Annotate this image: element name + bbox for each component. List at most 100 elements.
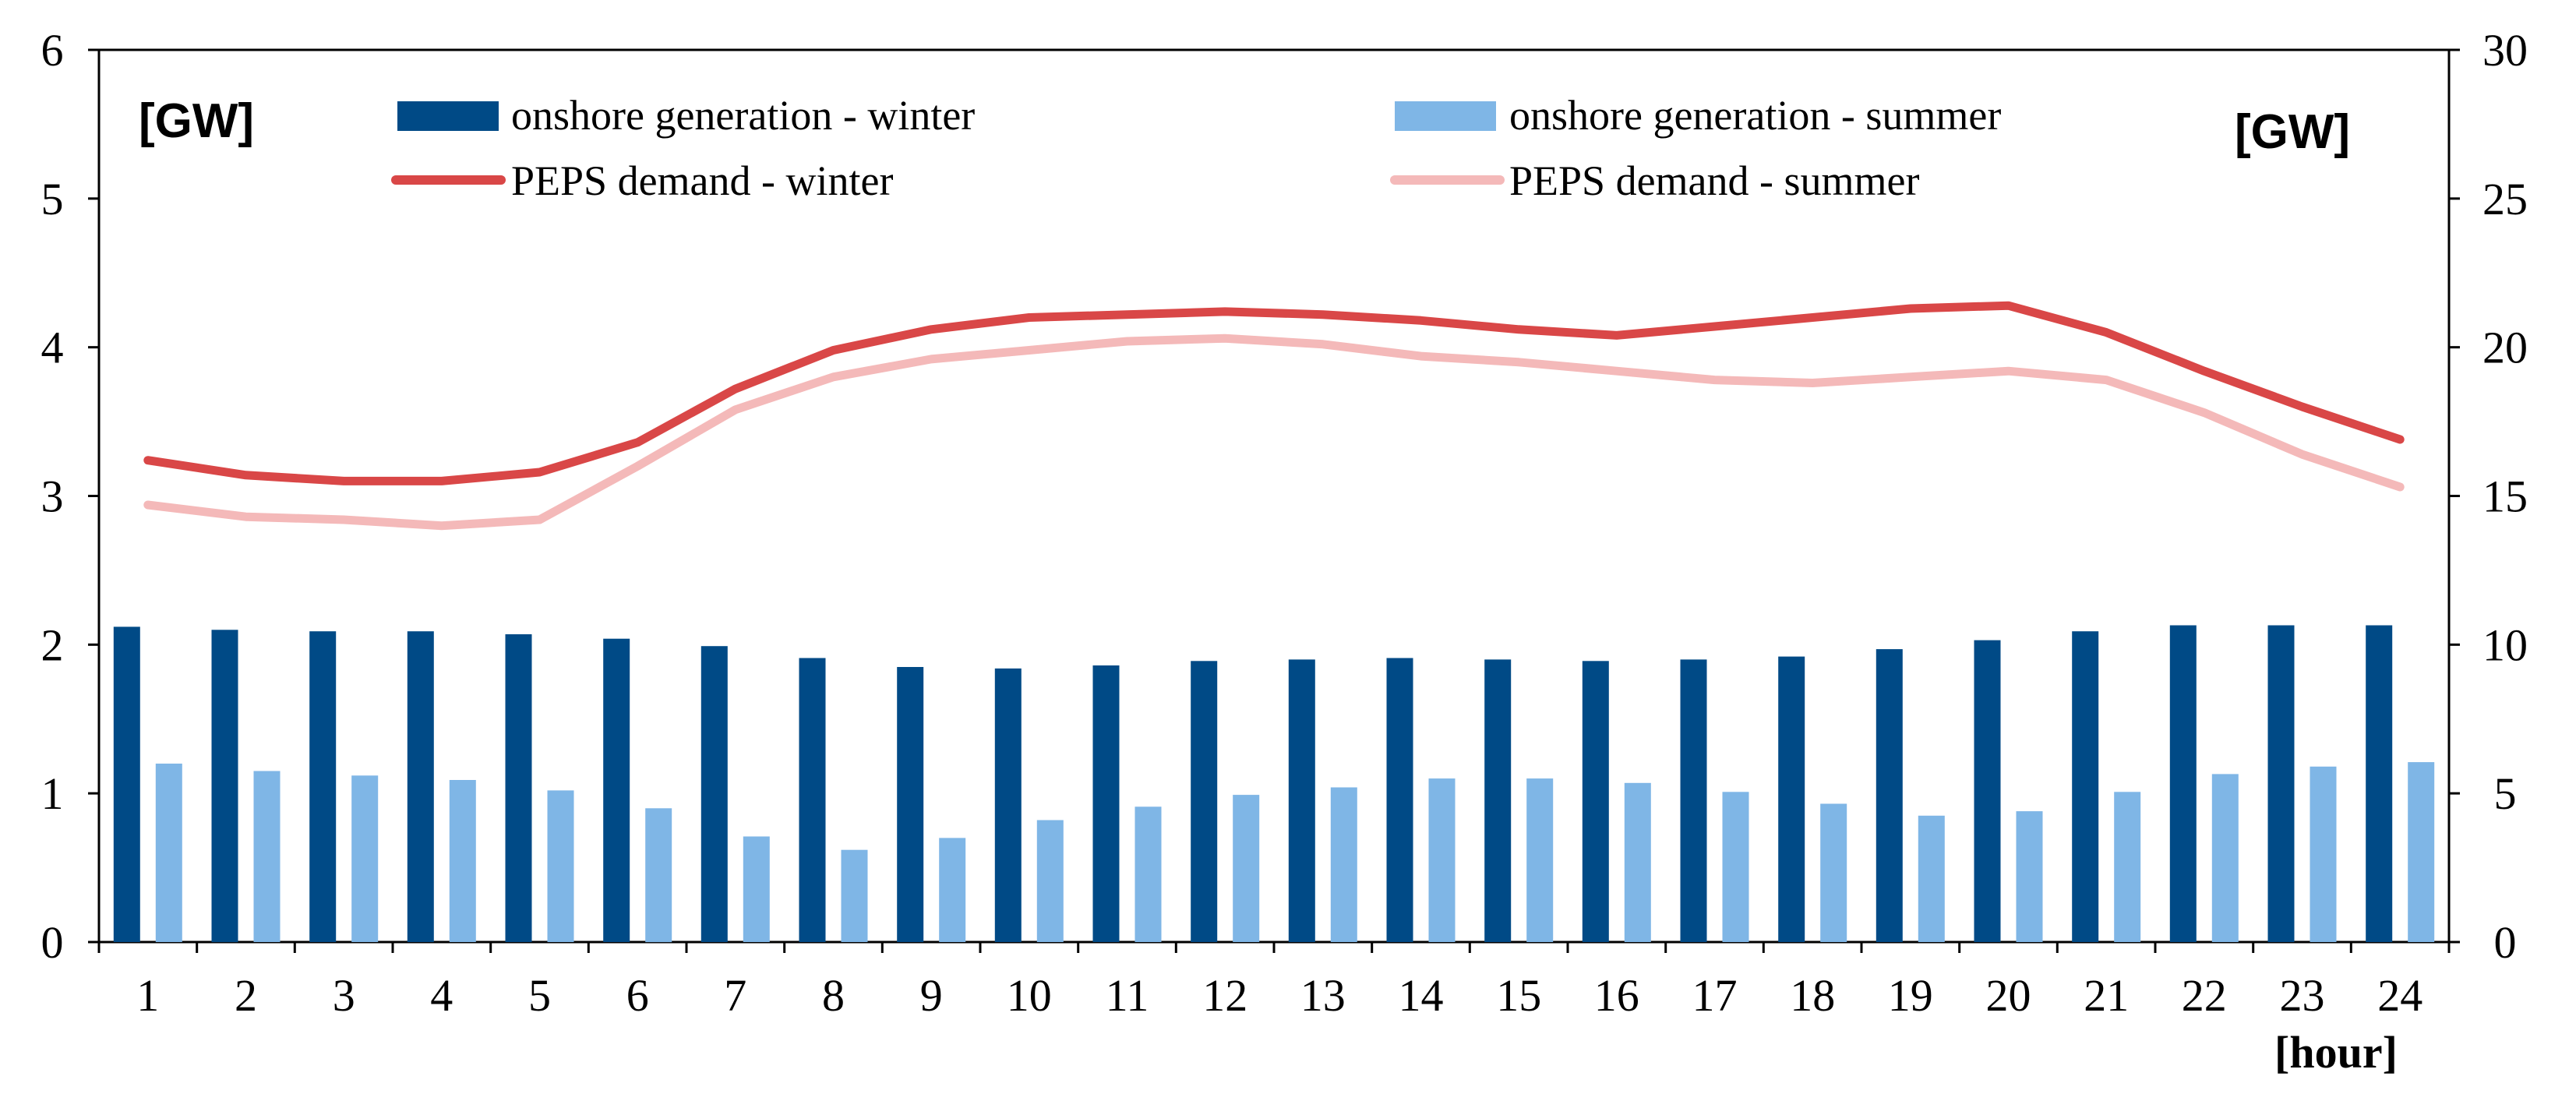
right-tick-label-30: 30 xyxy=(2482,25,2528,76)
x-tick-label-12: 12 xyxy=(1202,970,1247,1021)
bar-winter-2 xyxy=(211,630,238,943)
x-tick-label-7: 7 xyxy=(724,970,746,1021)
bar-winter-6 xyxy=(603,638,630,942)
bar-summer-17 xyxy=(1722,792,1749,942)
legend: onshore generation - winter onshore gene… xyxy=(391,92,2001,204)
bar-winter-12 xyxy=(1191,661,1218,942)
bar-winter-3 xyxy=(309,631,337,942)
left-tick-label-0: 0 xyxy=(41,917,64,968)
bar-summer-20 xyxy=(2016,811,2043,942)
bar-winter-1 xyxy=(113,626,140,942)
bars-layer xyxy=(113,625,2435,943)
left-tick-label-6: 6 xyxy=(41,25,64,76)
left-tick-label-4: 4 xyxy=(41,323,64,373)
x-tick-label-22: 22 xyxy=(2182,970,2227,1021)
bar-summer-7 xyxy=(743,836,770,942)
x-tick-label-3: 3 xyxy=(333,970,355,1021)
left-axis-unit-label: [GW] xyxy=(139,94,254,148)
line-peps-demand-summer xyxy=(143,333,2405,531)
bar-winter-22 xyxy=(2169,625,2197,942)
left-tick-label-5: 5 xyxy=(41,174,64,224)
legend-swatch-summer-bar xyxy=(1395,101,1496,131)
x-tick-label-14: 14 xyxy=(1399,970,1444,1021)
bar-winter-8 xyxy=(799,658,826,942)
bar-winter-7 xyxy=(700,646,728,942)
legend-swatch-winter-bar xyxy=(397,101,499,131)
x-tick-label-13: 13 xyxy=(1300,970,1346,1021)
right-tick-label-10: 10 xyxy=(2482,619,2528,670)
bar-summer-19 xyxy=(1918,815,1945,942)
x-tick-label-4: 4 xyxy=(430,970,453,1021)
bar-winter-4 xyxy=(407,631,434,942)
legend-label-winter-line: PEPS demand - winter xyxy=(511,157,893,204)
left-tick-label-2: 2 xyxy=(41,619,64,670)
bar-winter-20 xyxy=(1974,640,2001,942)
x-tick-label-23: 23 xyxy=(2280,970,2325,1021)
x-tick-label-17: 17 xyxy=(1692,970,1738,1021)
x-tick-label-16: 16 xyxy=(1594,970,1639,1021)
bar-summer-22 xyxy=(2211,774,2239,942)
bar-summer-8 xyxy=(841,849,868,942)
bar-summer-5 xyxy=(547,790,574,942)
x-tick-label-9: 9 xyxy=(920,970,943,1021)
legend-label-winter-bar: onshore generation - winter xyxy=(511,92,975,139)
bar-winter-14 xyxy=(1386,658,1413,942)
x-tick-label-2: 2 xyxy=(235,970,257,1021)
right-tick-label-25: 25 xyxy=(2482,174,2528,224)
bar-winter-10 xyxy=(994,668,1022,942)
left-tick-label-1: 1 xyxy=(41,768,64,819)
bar-summer-11 xyxy=(1134,806,1162,942)
bar-summer-24 xyxy=(2408,762,2435,942)
right-tick-label-0: 0 xyxy=(2494,917,2517,968)
right-axis-unit-label: [GW] xyxy=(2235,105,2350,159)
bar-summer-16 xyxy=(1624,782,1651,942)
x-axis-label: [hour] xyxy=(2274,1027,2398,1078)
line-peps-demand-winter xyxy=(143,301,2405,485)
left-tick-label-3: 3 xyxy=(41,471,64,522)
bar-winter-9 xyxy=(897,667,924,942)
bar-winter-19 xyxy=(1876,649,1903,942)
legend-label-summer-line: PEPS demand - summer xyxy=(1509,157,1919,204)
bar-winter-17 xyxy=(1680,659,1707,942)
legend-label-summer-bar: onshore generation - summer xyxy=(1509,92,2001,139)
bar-summer-21 xyxy=(2114,792,2141,942)
x-tick-label-1: 1 xyxy=(136,970,159,1021)
bar-summer-2 xyxy=(253,771,281,942)
right-tick-label-15: 15 xyxy=(2482,471,2528,522)
bar-summer-9 xyxy=(939,838,966,942)
bar-summer-12 xyxy=(1233,795,1260,942)
bar-winter-13 xyxy=(1288,659,1315,942)
bar-summer-1 xyxy=(155,764,182,942)
x-tick-label-24: 24 xyxy=(2377,970,2422,1021)
bar-summer-23 xyxy=(2310,766,2337,942)
x-tick-label-19: 19 xyxy=(1888,970,1933,1021)
bar-winter-24 xyxy=(2366,625,2393,942)
bar-summer-3 xyxy=(351,775,379,942)
bar-winter-5 xyxy=(505,634,532,942)
x-tick-label-10: 10 xyxy=(1007,970,1052,1021)
right-tick-label-5: 5 xyxy=(2494,768,2517,819)
bar-winter-21 xyxy=(2072,631,2099,942)
bar-summer-6 xyxy=(645,808,672,943)
right-tick-label-20: 20 xyxy=(2482,323,2528,373)
lines-layer xyxy=(143,301,2405,531)
bar-winter-11 xyxy=(1092,665,1120,942)
x-tick-label-21: 21 xyxy=(2084,970,2129,1021)
x-tick-label-20: 20 xyxy=(1986,970,2031,1021)
bar-summer-18 xyxy=(1820,803,1847,942)
x-tick-label-5: 5 xyxy=(528,970,551,1021)
x-tick-label-6: 6 xyxy=(626,970,649,1021)
bar-summer-13 xyxy=(1330,787,1357,942)
x-tick-label-8: 8 xyxy=(822,970,845,1021)
bar-winter-16 xyxy=(1582,661,1609,942)
bar-winter-18 xyxy=(1778,656,1805,942)
bar-winter-23 xyxy=(2267,625,2295,942)
x-tick-label-15: 15 xyxy=(1496,970,1541,1021)
bar-summer-10 xyxy=(1036,820,1064,942)
bar-summer-4 xyxy=(449,780,476,942)
x-tick-label-18: 18 xyxy=(1790,970,1835,1021)
bar-summer-14 xyxy=(1428,778,1456,942)
